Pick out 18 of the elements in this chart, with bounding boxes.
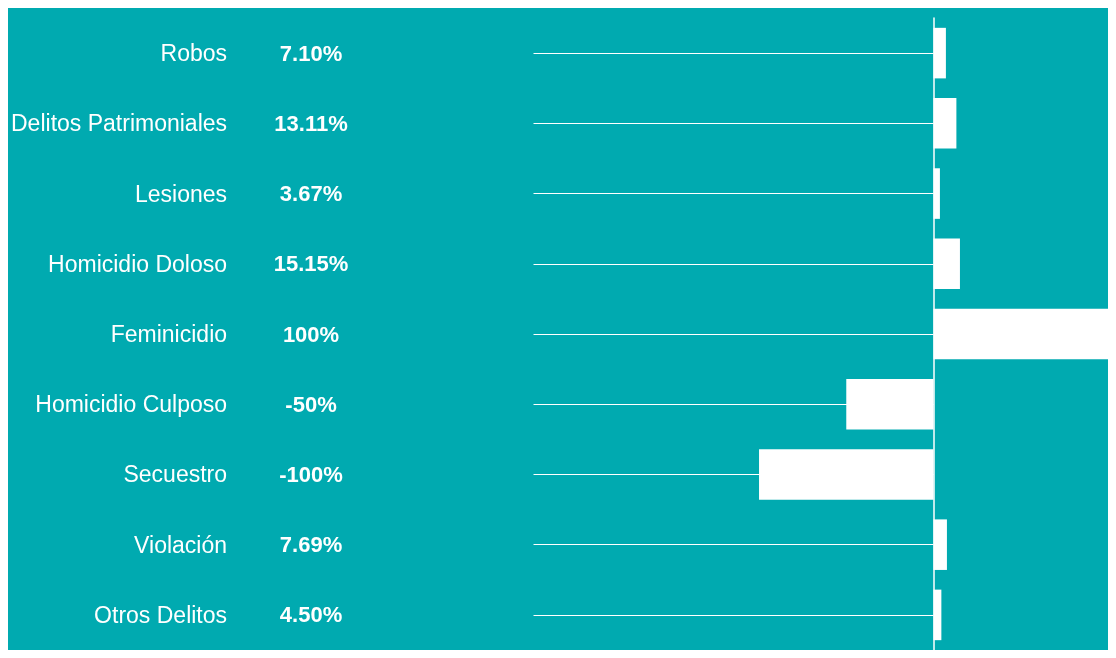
- data-label: 4.50%: [279, 602, 343, 628]
- y-tick-label: Feminicidio: [110, 321, 228, 347]
- data-label: 15.15%: [273, 251, 349, 277]
- data-label: 3.67%: [279, 181, 343, 207]
- y-tick-label: Otros Delitos: [94, 601, 228, 628]
- data-label: 7.10%: [279, 40, 343, 66]
- y-tick-label: Homicidio Culposo: [35, 391, 228, 418]
- data-label: 7.69%: [279, 532, 343, 558]
- y-tick-label: Secuestro: [123, 461, 228, 488]
- data-label: 100%: [282, 321, 340, 347]
- data-label: -50%: [285, 391, 337, 417]
- data-label: 13.11%: [274, 110, 348, 136]
- y-tick-label: Homicidio Doloso: [48, 250, 228, 277]
- y-tick-label: Violación: [134, 531, 228, 558]
- y-tick-label: Lesiones: [134, 180, 228, 207]
- y-tick-label: Delitos Patrimoniales: [11, 110, 228, 137]
- y-tick-label: Robos: [160, 40, 228, 67]
- data-label: -100%: [279, 461, 343, 487]
